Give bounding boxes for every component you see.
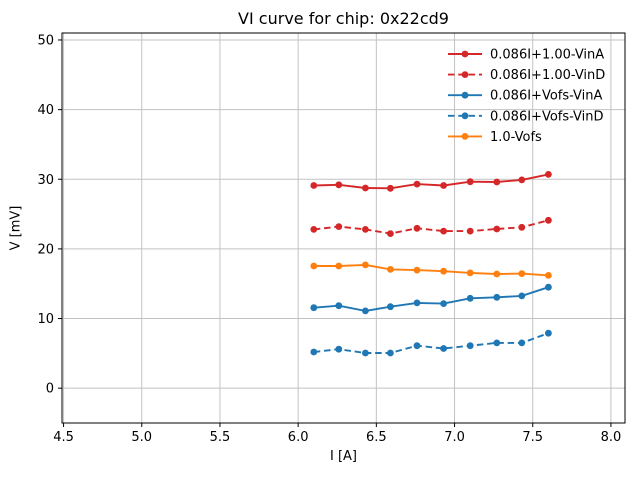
data-point-marker [387, 266, 394, 273]
legend-item: 0.086I+1.00-VinD [448, 68, 605, 83]
data-point-marker [440, 345, 447, 352]
data-point-marker [387, 349, 394, 357]
series-solid [310, 283, 552, 315]
data-point-marker [493, 178, 501, 186]
data-point-marker [545, 283, 552, 291]
plot-border [61, 32, 626, 424]
data-point-marker [335, 302, 343, 310]
data-point-marker [545, 216, 552, 224]
data-point-marker [335, 181, 343, 189]
legend-item: 0.086I+Vofs-VinD [448, 109, 604, 124]
legend-marker [461, 112, 469, 120]
series-line [313, 263, 549, 277]
data-point-marker [493, 339, 501, 347]
series-solid [310, 261, 552, 279]
data-point-marker [518, 223, 526, 231]
x-tick-label: 6.5 [366, 430, 387, 445]
y-tick-label: 10 [37, 312, 54, 327]
axis-ticks: 4.5 5.0 5.5 6.0 6.5 7.0 7.5 8.0 0 10 20 30 40 50 [37, 33, 621, 445]
data-point-marker [545, 329, 552, 337]
series-line [313, 332, 549, 354]
data-point-marker [518, 176, 526, 184]
data-point-marker [413, 224, 421, 232]
data-point-marker [518, 292, 526, 300]
data-point-marker [387, 184, 394, 192]
data-point-marker [413, 299, 421, 307]
data-point-marker [310, 262, 318, 270]
data-point-marker [493, 270, 501, 278]
legend-marker [461, 71, 469, 78]
data-point-marker [466, 269, 474, 277]
chart-title: VI curve for chip: 0x22cd9 [238, 9, 449, 28]
legend: 0.086I+1.00-VinA 0.086I+1.00-VinD 0.086I+V… [448, 48, 605, 145]
series-line [313, 219, 549, 235]
y-tick-label: 40 [37, 103, 54, 118]
data-point-marker [387, 303, 394, 311]
data-point-marker [518, 339, 526, 347]
data-point-marker [335, 262, 343, 270]
data-point-marker [493, 293, 501, 301]
data-point-marker [466, 342, 474, 350]
data-point-marker [413, 266, 421, 274]
legend-item: 1.0-Vofs [448, 130, 542, 145]
data-point-marker [335, 345, 343, 353]
legend-item: 0.086I+1.00-VinA [448, 48, 604, 63]
data-point-marker [440, 300, 447, 307]
data-point-marker [440, 267, 447, 275]
data-point-marker [545, 272, 552, 279]
data-point-marker [310, 348, 318, 356]
legend-item: 0.086I+Vofs-VinA [448, 89, 603, 104]
legend-label: 1.0-Vofs [490, 130, 542, 145]
legend-marker [461, 133, 469, 140]
data-point-marker [440, 227, 447, 235]
data-point-marker [413, 342, 421, 350]
series-dashed [310, 216, 552, 238]
data-point-marker [387, 230, 394, 238]
series-dashed [310, 329, 552, 357]
data-point-marker [545, 171, 552, 178]
x-axis-label: I [A] [329, 449, 357, 464]
legend-label: 0.086I+Vofs-VinA [490, 89, 603, 104]
data-point-marker [440, 182, 447, 189]
legend-label: 0.086I+Vofs-VinD [490, 109, 604, 124]
series-line [313, 173, 549, 190]
x-tick-label: 8.0 [601, 430, 622, 445]
x-tick-label: 6.0 [288, 430, 309, 445]
legend-label: 0.086I+1.00-VinA [490, 48, 604, 63]
data-point-marker [362, 226, 369, 233]
data-point-marker [310, 304, 318, 312]
data-point-marker [310, 226, 318, 233]
data-point-marker [362, 184, 369, 192]
data-point-marker [466, 294, 474, 302]
series-line [313, 286, 549, 312]
y-tick-label: 50 [37, 33, 54, 48]
x-tick-label: 5.5 [210, 430, 231, 445]
data-point-marker [466, 227, 474, 235]
data-point-marker [362, 349, 369, 357]
grid [62, 33, 625, 423]
data-point-marker [466, 178, 474, 186]
x-tick-label: 4.5 [53, 430, 74, 445]
series-solid [310, 171, 552, 192]
data-point-marker [493, 225, 501, 233]
x-tick-label: 7.0 [444, 430, 465, 445]
x-tick-label: 5.0 [131, 430, 152, 445]
data-point-marker [310, 182, 318, 189]
legend-marker [461, 50, 469, 58]
data-point-marker [335, 223, 343, 231]
y-axis-label: V [mV] [8, 205, 24, 251]
data-point-marker [362, 307, 369, 315]
data-point-marker [518, 270, 526, 277]
data-point-marker [362, 261, 369, 269]
legend-marker [461, 91, 469, 99]
legend-label: 0.086I+1.00-VinD [490, 68, 605, 83]
x-tick-label: 7.5 [522, 430, 543, 445]
data-point-marker [413, 180, 421, 188]
y-tick-label: 0 [46, 382, 54, 397]
y-tick-label: 20 [37, 242, 54, 257]
y-tick-label: 30 [37, 173, 54, 188]
